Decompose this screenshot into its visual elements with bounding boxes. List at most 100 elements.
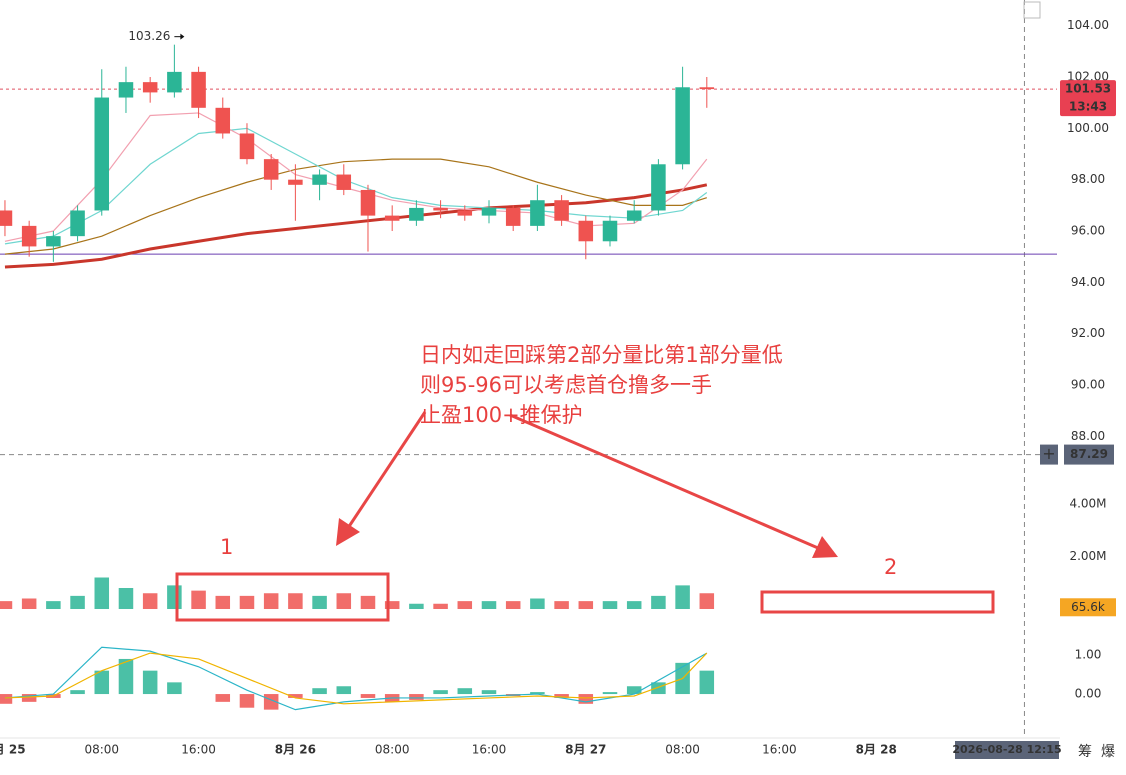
volume-bar	[336, 593, 352, 609]
side-button[interactable]: 筹	[1078, 743, 1092, 760]
volume-bar	[675, 585, 690, 609]
volume-bar	[288, 593, 303, 609]
arrow	[509, 413, 819, 550]
candle-body	[70, 210, 85, 237]
volume-bar	[167, 585, 182, 609]
macd-bar	[554, 694, 569, 698]
macd-bar	[167, 682, 182, 695]
crosshair-button	[1040, 444, 1058, 465]
annotation-text: 日内如走回踩第2部分量比第1部分量低	[420, 343, 783, 367]
y-tick-label: 104.00	[1067, 18, 1109, 32]
y-tick-label: 98.00	[1071, 172, 1105, 186]
candle-body	[530, 200, 545, 226]
x-tick-label: 8月 27	[565, 743, 606, 757]
volume-bar	[626, 601, 642, 609]
y-tick-label: 96.00	[1071, 224, 1105, 238]
macd-bar	[0, 694, 13, 704]
y-tick-label: 92.00	[1071, 326, 1105, 340]
candle-body	[167, 71, 182, 93]
candle-body	[409, 207, 424, 221]
candle-body	[312, 174, 327, 185]
candle-body	[384, 215, 400, 221]
candle-body	[433, 207, 448, 211]
crosshair-price: 87.29	[1070, 447, 1108, 461]
macd-bar	[21, 694, 37, 702]
volume-last-box	[1060, 598, 1116, 617]
plus-icon: +	[1042, 444, 1055, 463]
y-tick-label: 2.00M	[1069, 549, 1106, 563]
annotation-text: 止盈100+推保护	[420, 403, 583, 427]
macd-line	[4, 652, 708, 705]
volume-bar	[191, 590, 206, 609]
candle-body	[554, 200, 569, 221]
macd-bar	[481, 690, 497, 695]
candle-body	[191, 71, 206, 108]
candle-body	[457, 210, 473, 216]
y-tick-label: 94.00	[1071, 275, 1105, 289]
annotation-label: 2	[884, 555, 897, 579]
y-tick-label: 100.00	[1067, 121, 1109, 135]
side-button[interactable]: 爆	[1101, 744, 1115, 760]
x-tick-label: 16:00	[762, 743, 797, 757]
macd-bar	[94, 670, 110, 695]
volume-bar	[239, 595, 255, 609]
crosshair-time: 2026-08-28 12:15	[952, 743, 1061, 756]
candle-body	[118, 82, 134, 98]
x-tick-label: 08:00	[84, 743, 119, 757]
arrow-head	[812, 536, 838, 558]
last-price: 101.53	[1065, 82, 1111, 96]
volume-bar	[118, 588, 134, 609]
macd-bar	[288, 694, 303, 698]
candle-body	[699, 87, 715, 90]
macd-line	[4, 646, 708, 711]
macd-bar	[651, 682, 666, 695]
volume-bar	[651, 595, 666, 609]
candle-body	[578, 220, 594, 242]
y-tick-label: 102.00	[1067, 70, 1109, 84]
volume-bar	[142, 593, 158, 609]
macd-bar	[142, 670, 158, 695]
x-tick-label: 8月 25	[0, 743, 26, 757]
volume-bar	[263, 593, 279, 609]
candle-body	[651, 164, 666, 211]
volume-bar	[481, 601, 497, 609]
y-tick-label: 1.00	[1075, 648, 1102, 662]
macd-bar	[457, 688, 473, 695]
x-tick-label: 16:00	[181, 743, 216, 757]
annotation-shapes	[175, 411, 995, 622]
volume-bar	[312, 595, 327, 609]
x-tick-label: 16:00	[472, 743, 507, 757]
macd-bar	[360, 694, 376, 698]
candle-body	[239, 133, 255, 160]
macd-bar	[602, 692, 618, 695]
last-price-box	[1060, 80, 1116, 117]
macd-bar	[699, 670, 715, 695]
volume-bar	[46, 601, 61, 609]
volume-bar	[70, 595, 85, 609]
volume-bar	[530, 598, 545, 609]
macd-bar	[578, 694, 594, 704]
fullscreen-icon[interactable]	[1023, 1, 1041, 19]
high-arrow-head	[180, 33, 185, 40]
volume-bar	[409, 603, 424, 609]
macd-bar	[530, 692, 545, 695]
macd-bar	[433, 690, 448, 695]
annotation-label: 1	[220, 535, 233, 559]
volume-bar	[602, 601, 618, 609]
candle-body	[263, 159, 279, 180]
y-tick-label: 0.00	[1075, 687, 1102, 701]
candle-body	[602, 220, 618, 242]
x-tick-label: 8月 28	[856, 743, 897, 757]
candle-body	[94, 97, 110, 211]
macd-bar	[312, 688, 327, 695]
arrow	[346, 411, 427, 529]
high-label: 103.26	[128, 29, 170, 43]
macd-bar	[70, 690, 85, 695]
crosshair-time-box	[955, 741, 1059, 759]
arrow-head	[336, 518, 360, 546]
candle-body	[336, 174, 352, 190]
volume-bar	[360, 595, 376, 609]
candle-body	[481, 207, 497, 216]
